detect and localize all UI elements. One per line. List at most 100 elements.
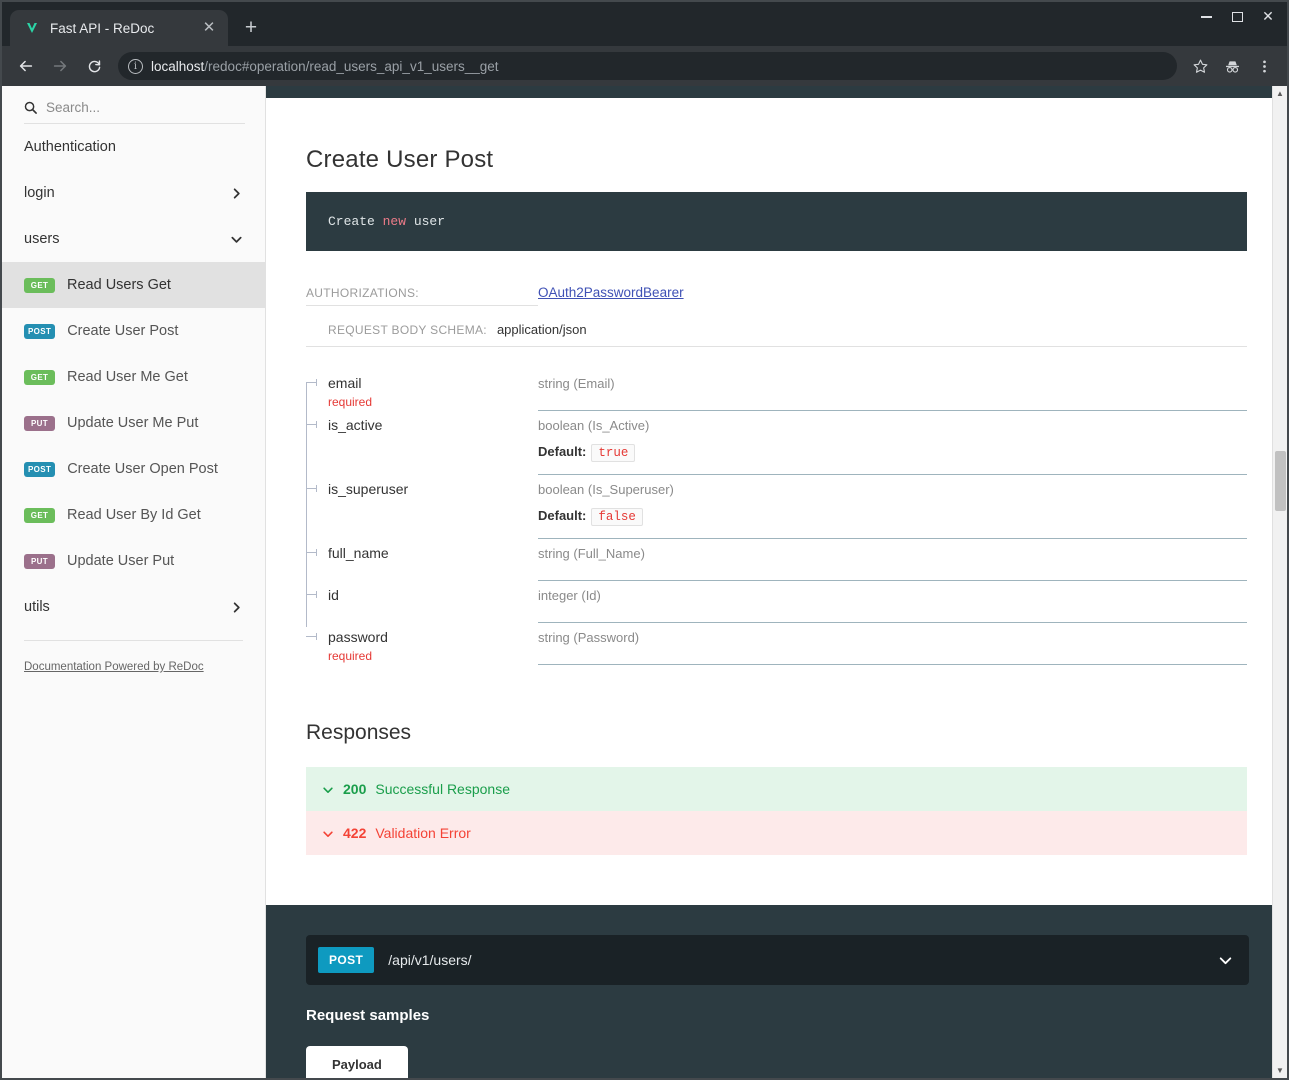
response-row-422[interactable]: 422 Validation Error: [306, 811, 1247, 855]
operation-description-code: Create new user: [306, 192, 1247, 251]
page-viewport: Authentication login users GET Read User…: [2, 86, 1287, 1078]
fastapi-logo-icon: [24, 20, 40, 36]
sidebar-footer: Documentation Powered by ReDoc: [24, 640, 243, 675]
redoc-powered-link[interactable]: Documentation Powered by ReDoc: [24, 661, 204, 673]
sidebar-item-update-user-put[interactable]: PUT Update User Put: [2, 538, 265, 584]
new-tab-button[interactable]: +: [244, 16, 258, 39]
address-bar[interactable]: i localhost/redoc#operation/read_users_a…: [118, 52, 1177, 80]
back-arrow-icon[interactable]: [10, 50, 42, 82]
three-dot-menu-icon[interactable]: [1249, 51, 1279, 81]
method-badge: PUT: [24, 415, 55, 431]
search-box[interactable]: [24, 100, 245, 124]
tab-payload[interactable]: Payload: [306, 1046, 408, 1078]
sidebar-item-read-user-me-get[interactable]: GET Read User Me Get: [2, 354, 265, 400]
authorizations-value[interactable]: OAuth2PasswordBearer: [538, 285, 684, 300]
maximize-icon[interactable]: [1224, 6, 1250, 28]
chevron-down-icon: [322, 827, 334, 839]
window-controls: ✕: [1193, 6, 1281, 28]
redoc-main-content: Create User Post Create new user AUTHORI…: [266, 86, 1287, 1078]
property-default-label: Default:: [538, 444, 587, 459]
method-badge: GET: [24, 507, 55, 523]
sidebar-item-label: Create User Post: [67, 323, 179, 339]
scrollbar-thumb[interactable]: [1275, 451, 1286, 511]
property-detail-cell: string (Full_Name): [538, 539, 1247, 581]
property-detail-cell: integer (Id): [538, 581, 1247, 623]
chevron-down-icon[interactable]: [1218, 953, 1233, 968]
schema-property-row: is_active boolean (Is_Active) Default: tr…: [306, 411, 1247, 475]
close-icon[interactable]: ✕: [202, 19, 216, 36]
sidebar-group-label: utils: [24, 599, 50, 615]
scroll-up-arrow-icon[interactable]: ▲: [1276, 89, 1284, 98]
info-circle-icon[interactable]: i: [128, 58, 143, 74]
property-default: Default: true: [538, 444, 1247, 462]
property-name-cell: full_name: [328, 539, 538, 581]
schema-property-row: password required string (Password): [306, 623, 1247, 665]
method-badge: POST: [24, 323, 56, 339]
endpoint-path: /api/v1/users/: [388, 952, 472, 968]
forward-arrow-icon: [44, 50, 76, 82]
response-row-200[interactable]: 200 Successful Response: [306, 767, 1247, 811]
reload-icon[interactable]: [78, 50, 110, 82]
method-badge: PUT: [24, 553, 55, 569]
sidebar-group-label: login: [24, 185, 55, 201]
property-default: Default: false: [538, 508, 1247, 526]
schema-property-row: is_superuser boolean (Is_Superuser) Defa…: [306, 475, 1247, 539]
schema-property-row: id integer (Id): [306, 581, 1247, 623]
sidebar-item-label: Update User Me Put: [67, 415, 199, 431]
sidebar-item-read-users-get[interactable]: GET Read Users Get: [2, 262, 265, 308]
incognito-icon[interactable]: [1217, 51, 1247, 81]
endpoint-selector[interactable]: POST /api/v1/users/: [306, 935, 1249, 985]
sidebar-item-read-user-by-id-get[interactable]: GET Read User By Id Get: [2, 492, 265, 538]
property-name-cell: password required: [328, 623, 538, 665]
sidebar-item-create-user-post[interactable]: POST Create User Post: [2, 308, 265, 354]
sidebar-group-utils[interactable]: utils: [2, 584, 265, 630]
page-title: Create User Post: [306, 146, 494, 173]
tab-title: Fast API - ReDoc: [50, 20, 155, 36]
close-icon[interactable]: ✕: [1262, 9, 1274, 25]
minimize-icon[interactable]: [1193, 6, 1219, 28]
property-type: string (Full_Name): [538, 546, 645, 561]
scroll-down-arrow-icon[interactable]: ▼: [1276, 1066, 1284, 1075]
property-name-cell: id: [328, 581, 538, 623]
property-name-cell: is_active: [328, 411, 538, 475]
property-default-label: Default:: [538, 508, 587, 523]
property-default-value: false: [591, 508, 643, 526]
code-text-pre: Create: [328, 214, 383, 229]
tree-branch-icon: [306, 421, 317, 428]
sidebar-group-login[interactable]: login: [2, 170, 265, 216]
authorizations-label: AUTHORIZATIONS:: [306, 286, 538, 306]
star-icon[interactable]: [1185, 51, 1215, 81]
sidebar-group-users[interactable]: users: [2, 216, 265, 262]
property-name: id: [328, 587, 339, 603]
property-required: required: [328, 649, 373, 663]
redoc-sidebar: Authentication login users GET Read User…: [2, 86, 266, 1078]
response-text: Validation Error: [375, 825, 471, 841]
url-host: localhost: [151, 58, 205, 74]
chevron-down-icon: [322, 783, 334, 795]
sidebar-item-label: Read Users Get: [67, 277, 171, 293]
responses-title: Responses: [306, 721, 412, 744]
request-samples-title: Request samples: [306, 1007, 430, 1024]
page-scrollbar[interactable]: ▲ ▼: [1272, 86, 1287, 1078]
sidebar-item-label: Create User Open Post: [67, 461, 218, 477]
response-code: 422: [343, 825, 367, 841]
property-detail-cell: string (Password): [538, 623, 1247, 665]
browser-tab[interactable]: Fast API - ReDoc ✕: [10, 10, 228, 46]
previous-panel-edge: [266, 86, 1287, 98]
property-required: required: [328, 395, 373, 409]
method-badge: POST: [24, 461, 56, 477]
property-type: string (Email): [538, 376, 615, 391]
chevron-down-icon: [230, 233, 243, 246]
url-path: /redoc#operation/read_users_api_v1_users…: [204, 58, 499, 74]
tree-branch-icon: [306, 379, 317, 386]
sidebar-group-authentication[interactable]: Authentication: [2, 124, 265, 170]
sidebar-item-create-user-open-post[interactable]: POST Create User Open Post: [2, 446, 265, 492]
method-badge: GET: [24, 369, 55, 385]
sidebar-item-update-user-me-put[interactable]: PUT Update User Me Put: [2, 400, 265, 446]
method-badge: GET: [24, 277, 55, 293]
search-input[interactable]: [46, 100, 245, 115]
endpoint-method-badge: POST: [318, 947, 375, 973]
sidebar-item-label: Read User Me Get: [67, 369, 188, 385]
search-icon: [24, 101, 37, 114]
tree-branch-icon: [306, 633, 317, 640]
